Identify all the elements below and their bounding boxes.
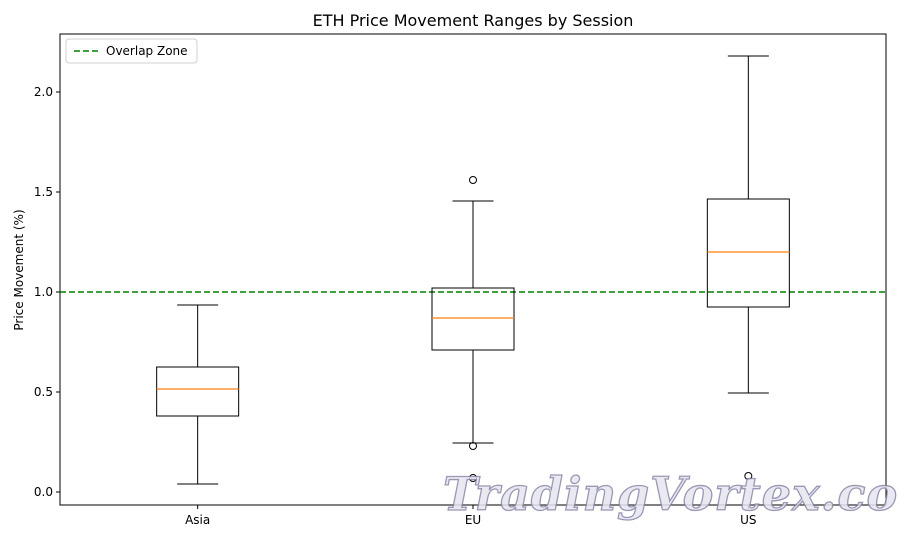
x-axis: Asia EU US [185,505,757,527]
outlier-point [469,474,477,482]
box-us [706,55,790,480]
y-axis-label: Price Movement (%) [12,209,26,330]
chart-title: ETH Price Movement Ranges by Session [313,11,634,30]
x-tick-label-us: US [740,513,756,527]
watermark: TradingVortex.com [443,467,900,521]
y-tick-label: 2.0 [34,85,53,99]
y-tick-label: 1.5 [34,185,53,199]
box-plots [156,55,790,485]
iqr-box [706,198,790,308]
box-asia [156,304,240,485]
iqr-box [156,366,240,417]
y-axis: 0.0 0.5 1.0 1.5 2.0 [34,85,60,499]
box-eu [431,176,515,482]
legend-label-overlap-zone: Overlap Zone [106,44,188,58]
legend-frame [65,38,198,64]
x-tick-label-asia: Asia [185,513,210,527]
outlier-point [469,442,477,450]
iqr-box [431,287,515,351]
y-tick-label: 1.0 [34,285,53,299]
y-tick-label: 0.5 [34,385,53,399]
outlier-point [744,472,753,480]
legend: Overlap Zone [65,38,198,64]
y-tick-label: 0.0 [34,485,53,499]
x-tick-label-eu: EU [465,513,481,527]
outlier-point [469,176,477,184]
